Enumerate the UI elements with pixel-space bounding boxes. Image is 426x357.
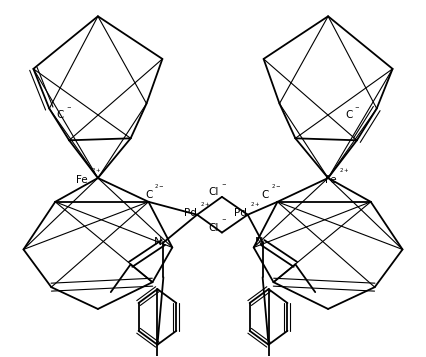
Text: Cl: Cl (208, 187, 219, 197)
Text: C: C (56, 111, 63, 121)
Text: Fe: Fe (76, 175, 88, 185)
Text: N: N (255, 237, 263, 247)
Text: $^-$: $^-$ (220, 216, 227, 225)
Text: $^{2-}$: $^{2-}$ (271, 183, 281, 192)
Text: C: C (262, 190, 269, 200)
Text: $^{2+}$: $^{2+}$ (200, 201, 210, 210)
Text: $^{2+}$: $^{2+}$ (250, 201, 260, 210)
Text: $^-$: $^-$ (220, 180, 227, 190)
Text: Fe: Fe (325, 175, 337, 185)
Text: N: N (153, 237, 162, 247)
Text: $^{2+}$: $^{2+}$ (91, 167, 101, 177)
Text: Pd: Pd (234, 208, 247, 218)
Text: $^-$: $^-$ (353, 104, 360, 113)
Text: $^-$: $^-$ (65, 104, 72, 113)
Text: $^{2-}$: $^{2-}$ (155, 183, 165, 192)
Text: Pd: Pd (184, 208, 197, 218)
Text: C: C (345, 111, 352, 121)
Text: C: C (146, 190, 153, 200)
Text: $^{2+}$: $^{2+}$ (339, 167, 349, 177)
Text: Cl: Cl (208, 223, 219, 233)
